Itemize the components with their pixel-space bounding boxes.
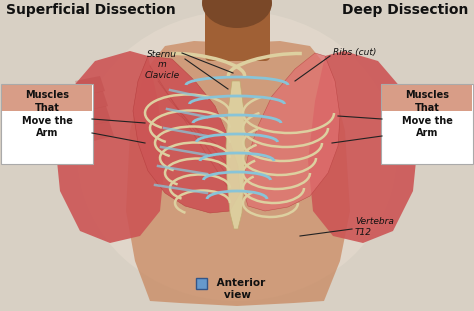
Polygon shape <box>126 41 350 306</box>
Text: Anterior
   view: Anterior view <box>213 278 265 299</box>
Polygon shape <box>226 81 245 229</box>
Text: Muscles
That
Move the
Arm: Muscles That Move the Arm <box>401 90 453 138</box>
Polygon shape <box>242 53 340 211</box>
FancyBboxPatch shape <box>382 85 472 111</box>
Polygon shape <box>80 91 108 111</box>
Text: Sternu
m
Clavicle: Sternu m Clavicle <box>145 50 180 80</box>
FancyBboxPatch shape <box>205 3 270 61</box>
Polygon shape <box>133 56 240 213</box>
Ellipse shape <box>202 0 272 28</box>
Polygon shape <box>75 76 105 96</box>
Text: Superficial Dissection: Superficial Dissection <box>6 3 176 17</box>
FancyBboxPatch shape <box>381 84 473 164</box>
FancyBboxPatch shape <box>1 84 93 164</box>
Text: Vertebra
T12: Vertebra T12 <box>355 217 394 237</box>
FancyBboxPatch shape <box>2 85 92 111</box>
Text: Muscles
That
Move the
Arm: Muscles That Move the Arm <box>21 90 73 138</box>
Text: Ribs (cut): Ribs (cut) <box>333 49 376 58</box>
Polygon shape <box>55 51 165 243</box>
FancyBboxPatch shape <box>196 278 207 289</box>
Text: Deep Dissection: Deep Dissection <box>342 3 468 17</box>
Ellipse shape <box>77 11 397 301</box>
Polygon shape <box>308 51 418 243</box>
Polygon shape <box>89 121 114 141</box>
Polygon shape <box>84 106 111 126</box>
